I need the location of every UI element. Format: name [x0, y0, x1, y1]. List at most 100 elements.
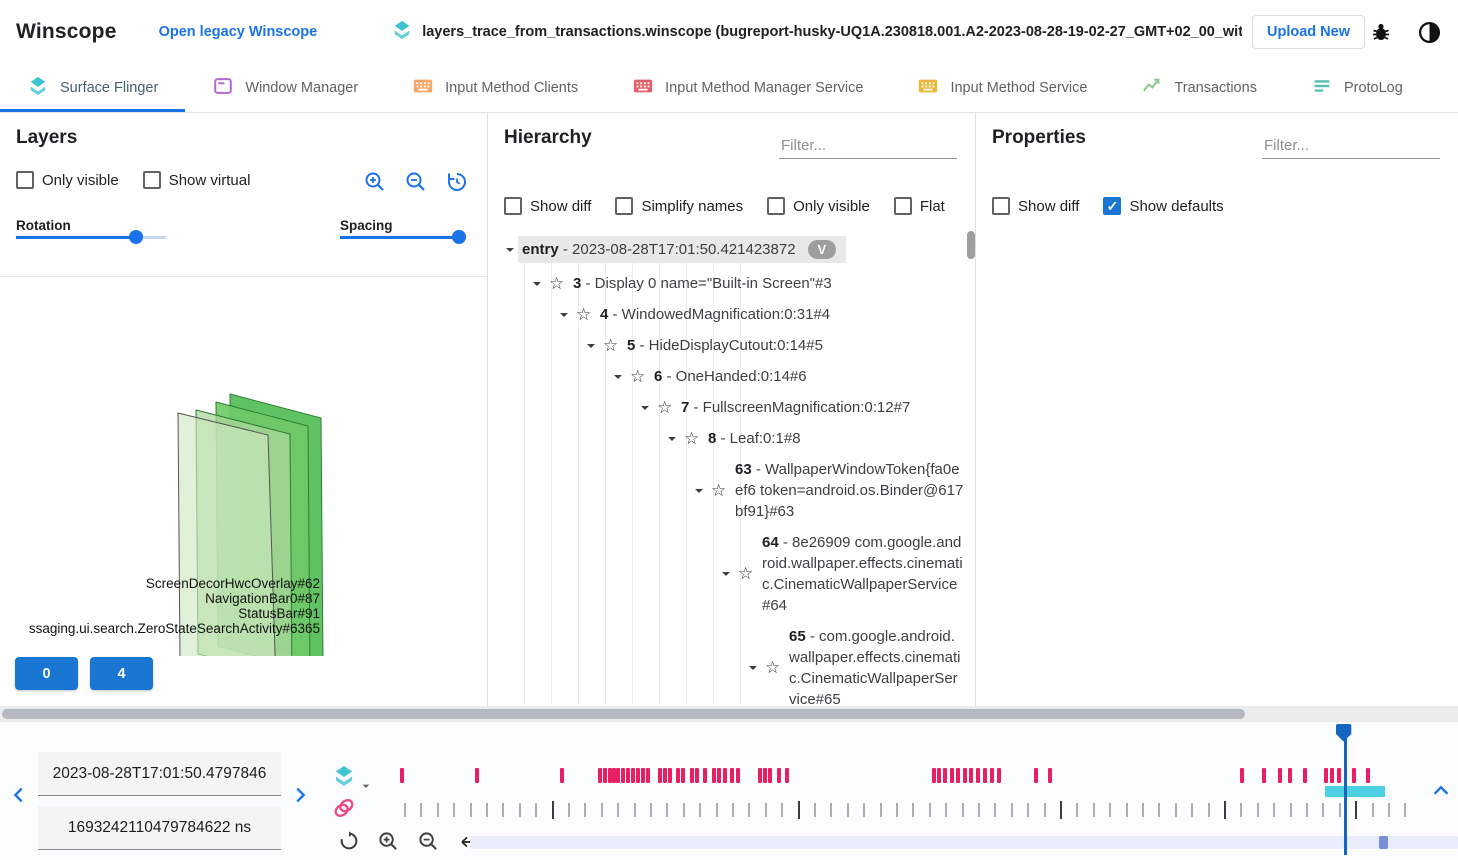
hierarchy-show-diff-checkbox[interactable]: Show diff [504, 197, 591, 215]
checkbox-box[interactable] [615, 197, 634, 215]
properties-show-defaults-checkbox[interactable]: Show defaults [1103, 197, 1224, 215]
event-tick[interactable] [969, 768, 973, 783]
tab-surface-flinger[interactable]: Surface Flinger [0, 64, 186, 112]
event-tick[interactable] [626, 768, 630, 783]
event-tick[interactable] [1034, 768, 1038, 783]
event-tick[interactable] [631, 768, 635, 783]
event-tick[interactable] [1337, 768, 1341, 783]
pin-star-icon[interactable]: ☆ [711, 480, 727, 500]
event-tick[interactable] [1366, 768, 1370, 783]
event-tick[interactable] [723, 768, 727, 783]
open-legacy-link[interactable]: Open legacy Winscope [158, 24, 318, 40]
zoom-out-icon[interactable] [404, 170, 428, 199]
tree-node-3[interactable]: ☆ 3 - Display 0 name="Built-in Screen"#3 [502, 268, 965, 299]
event-tick[interactable] [983, 768, 987, 783]
properties-show-diff-checkbox[interactable]: Show diff [992, 197, 1079, 215]
expand-arrow-icon[interactable] [745, 660, 765, 676]
timestamp-ns-input[interactable] [38, 806, 281, 850]
expand-arrow-icon[interactable] [556, 307, 576, 323]
event-tick[interactable] [1352, 768, 1356, 783]
upload-new-button[interactable]: Upload New [1252, 15, 1365, 49]
expand-arrow-icon[interactable] [583, 338, 603, 354]
zoom-in-icon[interactable] [363, 170, 387, 199]
event-tick[interactable] [616, 768, 620, 783]
event-tick[interactable] [681, 768, 685, 783]
event-tick[interactable] [736, 768, 740, 783]
tree-node-6[interactable]: ☆ 6 - OneHanded:0:14#6 [502, 361, 965, 392]
display-button-4[interactable]: 4 [90, 657, 153, 690]
timeline-zoom-out-icon[interactable] [417, 830, 440, 858]
pin-star-icon[interactable]: ☆ [630, 366, 646, 386]
expand-arrow-icon[interactable] [610, 369, 630, 385]
display-button-0[interactable]: 0 [15, 657, 78, 690]
event-tick[interactable] [785, 768, 789, 783]
event-tick[interactable] [658, 768, 662, 783]
event-tick[interactable] [950, 768, 954, 783]
event-tick[interactable] [963, 768, 967, 783]
event-tick[interactable] [690, 768, 694, 783]
event-tick[interactable] [1303, 768, 1307, 783]
pin-star-icon[interactable]: ☆ [657, 397, 673, 417]
event-tick[interactable] [676, 768, 680, 783]
tree-node-65[interactable]: ☆ 65 - com.google.android.wallpaper.effe… [502, 621, 965, 704]
event-tick[interactable] [400, 768, 404, 783]
event-tick[interactable] [768, 768, 772, 783]
timeline-cursor-handle[interactable] [1335, 723, 1353, 743]
event-tick[interactable] [608, 768, 612, 783]
event-tick[interactable] [956, 768, 960, 783]
event-tick[interactable] [646, 768, 650, 783]
tree-node-63[interactable]: ☆ 63 - WallpaperWindowToken{fa0eef6 toke… [502, 454, 965, 527]
timeline-cursor-line[interactable] [1344, 726, 1347, 855]
timestamp-human-input[interactable] [38, 752, 281, 796]
event-tick[interactable] [990, 768, 994, 783]
properties-filter-input[interactable] [1262, 133, 1440, 159]
layers-show-virtual-checkbox[interactable]: Show virtual [142, 171, 250, 189]
hierarchy-flat-checkbox[interactable]: Flat [893, 197, 945, 215]
checkbox-box[interactable] [992, 197, 1010, 215]
tab-input-method-clients[interactable]: Input Method Clients [385, 64, 605, 112]
event-tick[interactable] [1278, 768, 1282, 783]
tree-node-5[interactable]: ☆ 5 - HideDisplayCutout:0:14#5 [502, 330, 965, 361]
event-tick[interactable] [621, 768, 625, 783]
hierarchy-only-visible-checkbox[interactable]: Only visible [767, 197, 870, 215]
event-tick[interactable] [663, 768, 667, 783]
tab-input-method-service[interactable]: Input Method Service [890, 64, 1114, 112]
event-tick[interactable] [603, 768, 607, 783]
tree-node-entry[interactable]: entry - 2023-08-28T17:01:50.421423872 V [502, 231, 965, 268]
expand-arrow-icon[interactable] [529, 276, 549, 292]
timeline-transitions-icon[interactable] [330, 794, 358, 827]
layers-3d-canvas[interactable] [0, 276, 487, 656]
tab-transactions[interactable]: Transactions [1114, 64, 1283, 112]
checkbox-box[interactable] [767, 197, 786, 215]
event-tick[interactable] [997, 768, 1001, 783]
spacing-slider[interactable] [340, 230, 466, 244]
tab-transitions[interactable]: Transitions [1430, 64, 1458, 112]
event-tick[interactable] [703, 768, 707, 783]
report-bug-icon[interactable] [1369, 20, 1393, 44]
event-tick[interactable] [475, 768, 479, 783]
event-tick[interactable] [717, 768, 721, 783]
timeline-zoom-range-bar[interactable] [470, 836, 1458, 849]
timeline-selection-bar[interactable] [1325, 786, 1385, 797]
expand-arrow-icon[interactable] [502, 242, 522, 258]
event-tick[interactable] [1288, 768, 1292, 783]
tab-input-method-manager-service[interactable]: Input Method Manager Service [605, 64, 890, 112]
event-tick[interactable] [1330, 768, 1334, 783]
event-tick[interactable] [932, 768, 936, 783]
dark-mode-icon[interactable] [1417, 20, 1442, 45]
event-tick[interactable] [1262, 768, 1266, 783]
event-tick[interactable] [777, 768, 781, 783]
hierarchy-simplify-names-checkbox[interactable]: Simplify names [615, 197, 743, 215]
tab-window-manager[interactable]: Window Manager [185, 64, 385, 112]
event-tick[interactable] [976, 768, 980, 783]
timeline-surfaceflinger-icon[interactable] [332, 764, 356, 793]
rotation-slider[interactable] [16, 230, 166, 244]
expand-arrow-icon[interactable] [691, 483, 711, 499]
tab-protolog[interactable]: ProtoLog [1284, 64, 1430, 112]
event-tick[interactable] [668, 768, 672, 783]
checkbox-box[interactable] [16, 171, 34, 189]
event-tick[interactable] [1048, 768, 1052, 783]
event-tick[interactable] [1240, 768, 1244, 783]
checkbox-box[interactable] [142, 171, 161, 189]
tree-node-64[interactable]: ☆ 64 - 8e26909 com.google.android.wallpa… [502, 527, 965, 621]
